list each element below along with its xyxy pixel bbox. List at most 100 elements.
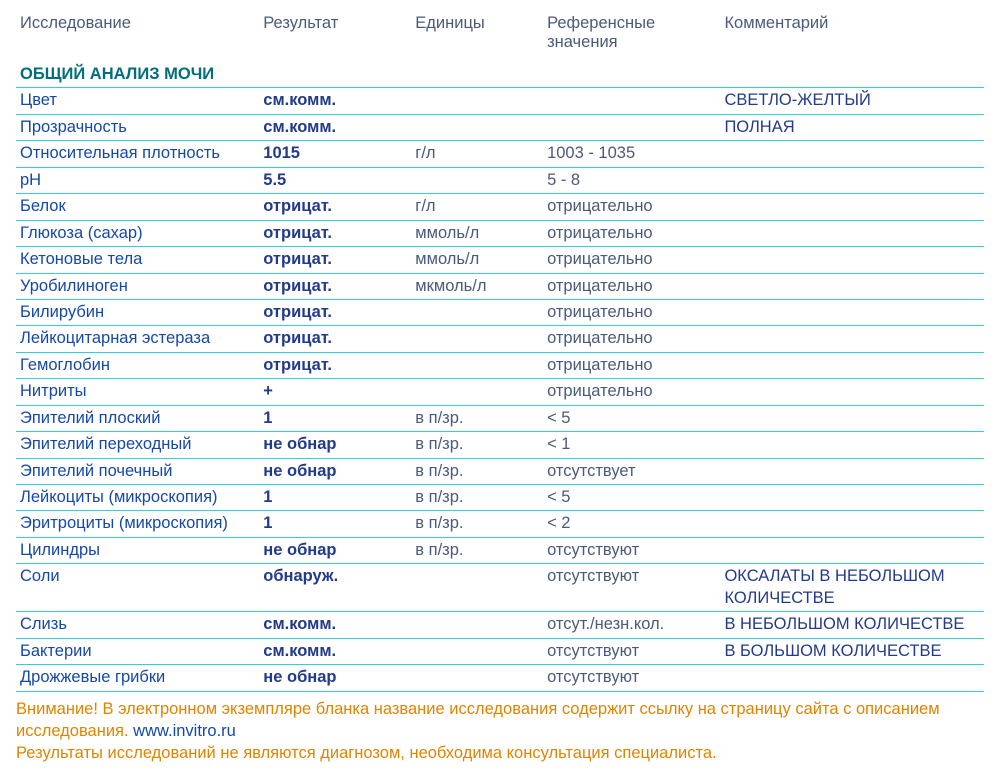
cell-units [411, 638, 543, 664]
section-title: ОБЩИЙ АНАЛИЗ МОЧИ [16, 62, 984, 88]
cell-ref: отрицательно [543, 194, 720, 220]
table-row: Гемоглобинотрицат.отрицательно [16, 352, 984, 378]
section-row: ОБЩИЙ АНАЛИЗ МОЧИ [16, 62, 984, 88]
cell-test: Гемоглобин [16, 352, 259, 378]
col-header-0: Исследование [16, 12, 259, 62]
table-row: Лейкоцитарная эстеразаотрицат. отрицатель… [16, 326, 984, 352]
table-row: Эпителий почечныйне обнарв п/зр.отсутств… [16, 458, 984, 484]
cell-test: Дрожжевые грибки [16, 665, 259, 691]
cell-ref: отсутствует [543, 458, 720, 484]
table-row: Цветсм.комм.СВЕТЛО-ЖЕЛТЫЙ [16, 88, 984, 114]
table-row: Кетоновые телаотрицат.ммоль/лотрицательн… [16, 247, 984, 273]
cell-test: Билирубин [16, 299, 259, 325]
cell-result: не обнар [259, 665, 411, 691]
cell-result: см.комм. [259, 638, 411, 664]
cell-test: Бактерии [16, 638, 259, 664]
cell-result: + [259, 379, 411, 405]
cell-test: Соли [16, 564, 259, 612]
cell-ref: < 5 [543, 485, 720, 511]
cell-result: 1 [259, 405, 411, 431]
cell-units: в п/зр. [411, 458, 543, 484]
cell-result: отрицат. [259, 220, 411, 246]
cell-ref: < 5 [543, 405, 720, 431]
cell-test: Прозрачность [16, 114, 259, 140]
cell-test: Эпителий плоский [16, 405, 259, 431]
cell-units: в п/зр. [411, 485, 543, 511]
cell-comment [720, 379, 984, 405]
cell-ref: отсутствуют [543, 537, 720, 563]
cell-test: Эритроциты (микроскопия) [16, 511, 259, 537]
table-row: Лейкоциты (микроскопия)1в п/зр.< 5 [16, 485, 984, 511]
cell-ref: отсутствуют [543, 638, 720, 664]
cell-comment [720, 537, 984, 563]
cell-comment [720, 511, 984, 537]
cell-ref: отсутствуют [543, 665, 720, 691]
col-header-2: Единицы [411, 12, 543, 62]
cell-test: Нитриты [16, 379, 259, 405]
cell-units: в п/зр. [411, 405, 543, 431]
cell-units: в п/зр. [411, 511, 543, 537]
table-row: Нитриты+отрицательно [16, 379, 984, 405]
results-table: ИсследованиеРезультатЕдиницыРеференсные … [16, 12, 984, 692]
cell-comment [720, 352, 984, 378]
cell-result: 1 [259, 511, 411, 537]
cell-result: см.комм. [259, 114, 411, 140]
cell-units [411, 326, 543, 352]
cell-result: не обнар [259, 537, 411, 563]
table-row: Дрожжевые грибкине обнар отсутствуют [16, 665, 984, 691]
cell-test: Эпителий переходный [16, 432, 259, 458]
table-row: Бактериисм.комм.отсутствуютВ БОЛЬШОМ КОЛ… [16, 638, 984, 664]
table-row: Эпителий переходныйне обнарв п/зр.< 1 [16, 432, 984, 458]
cell-units [411, 299, 543, 325]
cell-ref: отрицательно [543, 326, 720, 352]
cell-units: г/л [411, 141, 543, 167]
cell-result: отрицат. [259, 273, 411, 299]
cell-ref: отсут./незн.кол. [543, 612, 720, 638]
header-row: ИсследованиеРезультатЕдиницыРеференсные … [16, 12, 984, 62]
cell-result: 1015 [259, 141, 411, 167]
cell-comment [720, 326, 984, 352]
cell-ref [543, 88, 720, 114]
cell-units [411, 564, 543, 612]
cell-comment [720, 432, 984, 458]
cell-test: Цилиндры [16, 537, 259, 563]
cell-test: Относительная плотность [16, 141, 259, 167]
cell-ref: 1003 - 1035 [543, 141, 720, 167]
cell-test: Кетоновые тела [16, 247, 259, 273]
footnote-link[interactable]: www.invitro.ru [133, 722, 236, 740]
cell-comment [720, 220, 984, 246]
cell-ref: отрицательно [543, 247, 720, 273]
cell-units: ммоль/л [411, 247, 543, 273]
cell-ref: 5 - 8 [543, 167, 720, 193]
table-row: Цилиндрыне обнарв п/зр.отсутствуют [16, 537, 984, 563]
cell-ref: отсутствуют [543, 564, 720, 612]
cell-ref: < 2 [543, 511, 720, 537]
cell-test: Белок [16, 194, 259, 220]
table-body: ОБЩИЙ АНАЛИЗ МОЧИЦветсм.комм.СВЕТЛО-ЖЕЛТ… [16, 62, 984, 691]
footnote-line2: Результаты исследований не являются диаг… [16, 744, 717, 762]
table-row: pH5.55 - 8 [16, 167, 984, 193]
cell-comment: В НЕБОЛЬШОМ КОЛИЧЕСТВЕ [720, 612, 984, 638]
cell-ref: < 1 [543, 432, 720, 458]
table-row: Уробилиногенотрицат.мкмоль/лотрицательно [16, 273, 984, 299]
cell-result: см.комм. [259, 612, 411, 638]
footnote-block: Внимание! В электронном экземпляре бланк… [16, 698, 984, 765]
cell-result: отрицат. [259, 326, 411, 352]
cell-result: отрицат. [259, 299, 411, 325]
cell-comment [720, 299, 984, 325]
cell-comment [720, 485, 984, 511]
col-header-4: Комментарий [720, 12, 984, 62]
cell-ref [543, 114, 720, 140]
cell-comment [720, 167, 984, 193]
cell-test: Лейкоцитарная эстераза [16, 326, 259, 352]
cell-units: мкмоль/л [411, 273, 543, 299]
cell-comment: СВЕТЛО-ЖЕЛТЫЙ [720, 88, 984, 114]
cell-units: в п/зр. [411, 537, 543, 563]
cell-test: pH [16, 167, 259, 193]
cell-test: Цвет [16, 88, 259, 114]
cell-comment: ОКСАЛАТЫ В НЕБОЛЬШОМ КОЛИЧЕСТВЕ [720, 564, 984, 612]
cell-test: Слизь [16, 612, 259, 638]
cell-units [411, 665, 543, 691]
table-row: Слизьсм.комм. отсут./незн.кол.В НЕБОЛЬШОМ… [16, 612, 984, 638]
cell-units [411, 379, 543, 405]
